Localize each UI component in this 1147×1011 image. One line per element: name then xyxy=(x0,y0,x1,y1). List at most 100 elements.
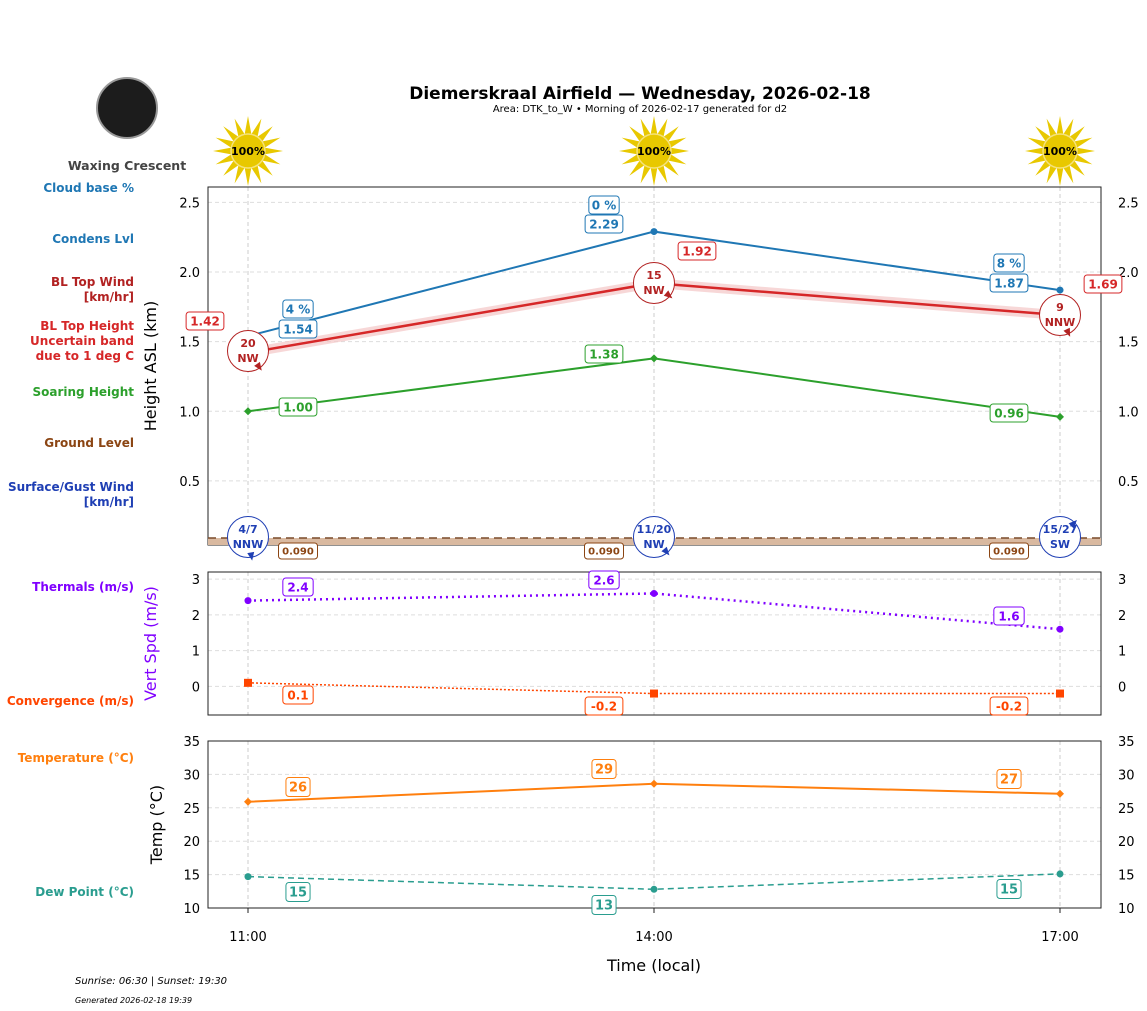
y-tick-label: 2.0 xyxy=(179,266,200,281)
soaring-height-point xyxy=(1056,412,1064,421)
sun-percent: 100% xyxy=(1043,145,1077,158)
y-tick-label: 1 xyxy=(192,645,200,660)
condens-level-point xyxy=(650,228,658,236)
soaring-label: 1.38 xyxy=(589,347,619,361)
condens-label-box xyxy=(584,214,624,234)
bl-wind-direction: NW xyxy=(237,352,258,365)
thermals-label-box xyxy=(588,570,620,590)
y-tick-label-right: 10 xyxy=(1118,902,1135,917)
surface-wind-direction: NW xyxy=(643,538,664,551)
cloud-pct-box xyxy=(993,253,1025,273)
surface-wind-direction: SW xyxy=(1050,538,1070,551)
bl-wind-arrow-icon xyxy=(254,361,262,371)
y-tick-label-right: 20 xyxy=(1118,835,1135,850)
soaring-height-point xyxy=(650,354,658,363)
ground-label-box xyxy=(278,542,318,560)
y-tick-label: 15 xyxy=(183,869,200,884)
x-tick-label: 14:00 xyxy=(635,930,672,945)
temperature-label-box xyxy=(996,769,1022,789)
bl-top-label-box xyxy=(1083,274,1123,294)
chart-title: Diemerskraal Airfield — Wednesday, 2026-… xyxy=(409,84,871,104)
dewpoint-point xyxy=(650,885,658,893)
thermals-label: 2.4 xyxy=(287,580,308,594)
convergence-label-box xyxy=(584,696,624,716)
thermals-point xyxy=(1056,625,1064,633)
bl-wind-direction: NNW xyxy=(1045,316,1076,329)
dewpoint-label-box xyxy=(996,879,1022,899)
condens-label-box xyxy=(278,319,318,339)
convergence-label-box xyxy=(989,696,1029,716)
sun-percent: 100% xyxy=(637,145,671,158)
y-tick-label-right: 2.0 xyxy=(1118,266,1139,281)
temperature-label: 27 xyxy=(1000,773,1018,788)
y-tick-label: 2 xyxy=(192,609,200,624)
ground-label-box xyxy=(584,542,624,560)
convergence-label: -0.2 xyxy=(591,699,617,713)
plot-frame xyxy=(207,571,1102,716)
bl-wind-speed: 9 xyxy=(1056,301,1064,314)
cloud-pct-box xyxy=(588,195,620,215)
condens-label: 1.54 xyxy=(283,322,313,336)
condens-label-box xyxy=(989,273,1029,293)
surface-wind-speed: 4/7 xyxy=(238,523,257,536)
soaring-label: 0.96 xyxy=(994,406,1024,420)
soaring-label-box xyxy=(278,397,318,417)
legend-label: Ground Level xyxy=(44,436,134,450)
soaring-label-box xyxy=(989,403,1029,423)
legend-label: Cloud base % xyxy=(43,181,134,195)
bl-wind-circle xyxy=(633,262,675,304)
dewpoint-line xyxy=(247,873,1061,891)
surface-wind-circle xyxy=(1039,516,1081,558)
y-tick-label: 30 xyxy=(183,768,200,783)
y-tick-label: 25 xyxy=(183,802,200,817)
sun-percent: 100% xyxy=(231,145,265,158)
y-tick-label: 1.5 xyxy=(179,336,200,351)
cloud-pct: 0 % xyxy=(592,198,617,212)
legend-label: Condens Lvl xyxy=(52,232,134,246)
legend-label: Uncertain band xyxy=(30,334,134,348)
legend-label: BL Top Height xyxy=(40,319,134,333)
legend-label: due to 1 deg C xyxy=(36,349,135,363)
chart-subtitle: Area: DTK_to_W • Morning of 2026-02-17 g… xyxy=(493,104,787,115)
convergence-label: -0.2 xyxy=(996,699,1022,713)
y-tick-label: 0.5 xyxy=(179,475,200,490)
y-tick-label: 2.5 xyxy=(179,196,200,211)
y-tick-label-right: 2 xyxy=(1118,609,1126,624)
legend-label: Surface/Gust Wind xyxy=(8,480,134,494)
bl-top-label: 1.42 xyxy=(190,314,220,328)
bl-top-label-box xyxy=(677,241,717,261)
condens-level-point xyxy=(1056,286,1064,294)
y-tick-label-right: 0 xyxy=(1118,680,1126,695)
bl-wind-arrow-icon xyxy=(663,290,673,299)
soaring-height-line xyxy=(247,357,1061,418)
legend-label: Thermals (m/s) xyxy=(32,580,134,594)
condens-label: 2.29 xyxy=(589,217,619,231)
y-tick-label-right: 35 xyxy=(1118,735,1135,750)
ground-label: 0.090 xyxy=(588,547,620,558)
dewpoint-label-box xyxy=(591,895,617,915)
dewpoint-label: 13 xyxy=(595,899,613,914)
y-tick-label-right: 1.5 xyxy=(1118,336,1139,351)
legend-label: [km/hr] xyxy=(84,290,134,304)
temperature-label: 29 xyxy=(595,763,613,778)
temperature-label: 26 xyxy=(289,781,307,796)
y-tick-label: 3 xyxy=(192,573,200,588)
convergence-label-box xyxy=(282,685,314,705)
soaring-label: 1.00 xyxy=(283,400,313,414)
y-tick-label-right: 2.5 xyxy=(1118,196,1139,211)
ground-label-box xyxy=(989,542,1029,560)
sun-rays-icon xyxy=(213,116,283,186)
bl-wind-direction: NW xyxy=(643,284,664,297)
condens-label: 1.87 xyxy=(994,276,1024,290)
surface-wind-arrow-icon xyxy=(661,546,670,556)
soaring-height-point xyxy=(244,407,252,416)
surface-wind-direction: NNW xyxy=(233,538,264,551)
y-tick-label-right: 1 xyxy=(1118,645,1126,660)
temperature-point xyxy=(650,779,658,788)
y-axis-label: Height ASL (km) xyxy=(141,301,160,431)
cloud-pct-box xyxy=(282,299,314,319)
sun-icon xyxy=(636,133,672,169)
bl-wind-circle xyxy=(227,330,269,372)
